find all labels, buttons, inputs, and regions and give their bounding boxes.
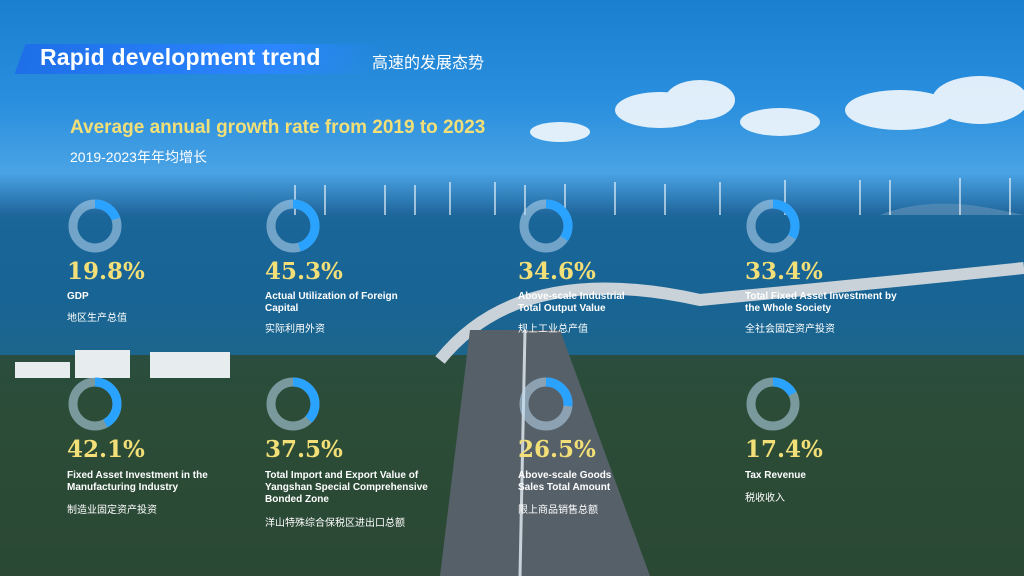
progress-ring-industrial-output — [519, 199, 573, 253]
cloud-shapes — [530, 76, 1024, 142]
stat-label-zh: 规上工业总产值 — [518, 324, 588, 335]
ring-progress — [519, 199, 573, 253]
progress-ring-manufacturing-investment — [68, 377, 122, 431]
stat-label-zh: 洋山特殊综合保税区进出口总额 — [265, 518, 405, 529]
stat-value: 34.6% — [518, 258, 596, 285]
stat-value: 17.4% — [745, 436, 823, 463]
ring-progress — [519, 377, 573, 431]
stat-label-en: Total Fixed Asset Investment by the Whol… — [745, 291, 897, 314]
progress-ring-fixed-asset-society — [746, 199, 800, 253]
progress-ring-tax-revenue — [746, 377, 800, 431]
highway-road — [440, 330, 650, 576]
buildings — [15, 350, 230, 378]
ring-progress — [266, 199, 320, 253]
stat-value: 19.8% — [67, 258, 145, 285]
ring-progress — [746, 199, 800, 253]
stat-label-zh: 实际利用外资 — [265, 324, 325, 335]
stat-value: 33.4% — [745, 258, 823, 285]
stat-label-en: Above-scale Industrial Total Output Valu… — [518, 291, 625, 314]
stat-value: 37.5% — [265, 436, 343, 463]
progress-ring-yangshan-trade — [266, 377, 320, 431]
stat-label-en: Total Import and Export Value of Yangsha… — [265, 470, 428, 505]
progress-ring-gdp — [68, 199, 122, 253]
stat-label-en: Fixed Asset Investment in the Manufactur… — [67, 470, 208, 493]
highway-median — [518, 329, 527, 576]
page-title-zh: 高速的发展态势 — [372, 55, 485, 72]
island-shape — [880, 203, 1024, 215]
stat-label-zh: 税收收入 — [745, 493, 785, 504]
section-title: Average annual growth rate from 2019 to … — [70, 117, 486, 138]
stat-label-en: Actual Utilization of Foreign Capital — [265, 291, 398, 314]
ring-progress — [266, 377, 320, 431]
stat-label-zh: 制造业固定资产投资 — [67, 505, 157, 516]
bridge-deck — [435, 262, 1024, 364]
stat-label-en: GDP — [67, 291, 89, 302]
progress-ring-foreign-capital — [266, 199, 320, 253]
stat-label-zh: 全社会固定资产投资 — [745, 324, 835, 335]
section-title-zh: 2019-2023年年均增长 — [70, 149, 207, 165]
stat-label-en: Tax Revenue — [745, 470, 806, 481]
stat-label-zh: 地区生产总值 — [67, 313, 127, 324]
stat-value: 42.1% — [67, 436, 145, 463]
ring-progress — [746, 377, 800, 431]
page-title: Rapid development trend — [40, 44, 321, 70]
stat-value: 45.3% — [265, 258, 343, 285]
stat-label-en: Above-scale Goods Sales Total Amount — [518, 470, 612, 493]
ring-progress — [68, 377, 122, 431]
stat-value: 26.5% — [518, 436, 596, 463]
progress-ring-goods-sales — [519, 377, 573, 431]
stat-label-zh: 限上商品销售总额 — [518, 505, 598, 516]
ring-progress — [68, 199, 122, 253]
